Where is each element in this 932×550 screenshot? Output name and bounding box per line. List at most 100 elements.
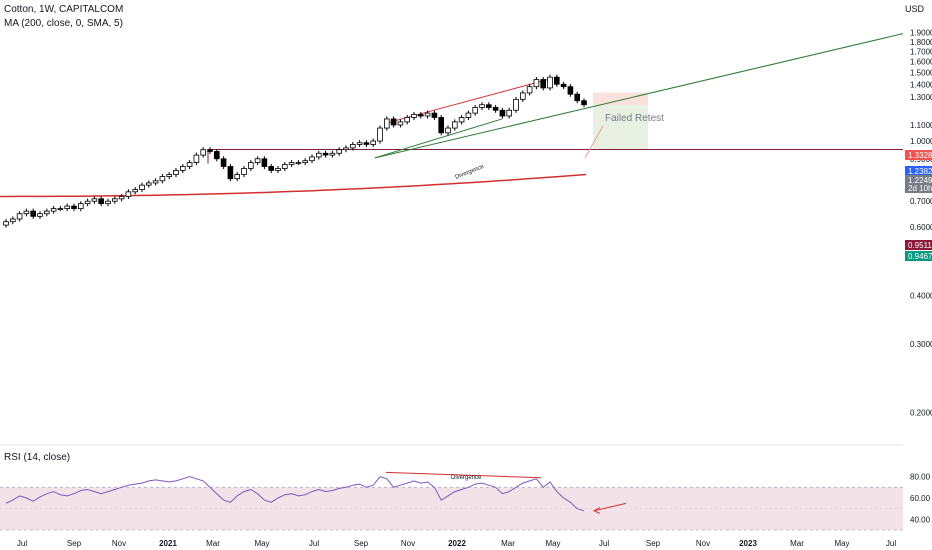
candle-body (98, 198, 105, 205)
candle (139, 182, 145, 193)
candle (207, 147, 213, 155)
candle-body (411, 114, 417, 118)
candle-body (485, 104, 492, 108)
candle-body (458, 117, 465, 123)
candle-body (390, 118, 397, 126)
moving-average (0, 173, 587, 198)
candle (554, 74, 560, 87)
candle (200, 147, 207, 158)
candle (499, 107, 506, 119)
candle-body (281, 164, 288, 169)
candle (424, 110, 431, 119)
candle-body (431, 112, 438, 118)
candle-body (166, 174, 173, 177)
candle (574, 91, 580, 104)
time-tick-label: Jul (309, 539, 319, 548)
rsi-tick-label: 80.00 (910, 473, 931, 482)
candle (363, 140, 370, 147)
time-tick-label: Mar (206, 539, 220, 548)
candle (295, 160, 302, 166)
price-badge-bg (905, 251, 932, 261)
candle (458, 114, 465, 125)
price-badge-value: 1.3328 (908, 151, 932, 160)
candle (377, 125, 383, 144)
candle-body (574, 93, 580, 102)
candle (132, 187, 139, 195)
candle (411, 112, 417, 120)
time-tick-label: Nov (696, 539, 710, 548)
price-badge: 2d 10h (905, 183, 932, 193)
candle (472, 104, 478, 116)
rsi-plot (0, 471, 903, 531)
chart-title: Cotton, 1W, CAPITALCOM (4, 4, 124, 15)
time-tick-label: 2022 (448, 539, 466, 548)
divergence-label-rsi: Divergence (451, 475, 482, 481)
candle (281, 162, 288, 172)
time-tick-label: Nov (401, 539, 415, 548)
candle-body (64, 205, 71, 210)
time-tick-label: May (834, 539, 849, 548)
candle (125, 189, 132, 200)
ma-legend: MA (200, close, 0, SMA, 5) (4, 18, 123, 29)
candle (383, 116, 390, 131)
candle (30, 208, 36, 219)
candle-body (105, 200, 111, 205)
candle-body (3, 221, 9, 226)
candle (451, 119, 458, 131)
candle (390, 116, 397, 128)
candle-body (152, 180, 159, 184)
candle (288, 160, 295, 168)
time-tick-label: Sep (646, 539, 661, 548)
failed-retest-pointer (584, 125, 604, 159)
candle-body (302, 160, 308, 163)
candle (485, 102, 492, 111)
candle-body (315, 152, 322, 158)
candle (268, 163, 274, 173)
candle-body (547, 76, 553, 89)
candle-body (193, 154, 200, 163)
candles (3, 74, 587, 228)
rsi-divergence-line (385, 471, 542, 479)
channel-support-line (374, 33, 904, 159)
candle (370, 138, 376, 147)
price-tick-label: 0.2000 (910, 409, 932, 418)
candle (417, 112, 424, 119)
time-tick-label: 2023 (739, 539, 757, 548)
candle-body (309, 156, 315, 162)
candle (540, 76, 546, 91)
candle (118, 193, 125, 202)
candle-body (200, 149, 207, 156)
candle-body (84, 200, 91, 205)
price-badge: 1.2382 (905, 166, 932, 176)
candle-body (78, 203, 84, 210)
candle (247, 160, 254, 172)
candle-body (44, 210, 50, 215)
candle-body (288, 162, 295, 165)
price-badge-value: 0.9511 (908, 241, 932, 250)
candle-body (417, 114, 424, 117)
price-badge-bg (905, 175, 932, 185)
candle (520, 90, 526, 102)
time-tick-label: Mar (501, 539, 515, 548)
candle-body (139, 184, 145, 190)
candle (349, 141, 356, 151)
candle (193, 152, 200, 166)
candle (179, 163, 186, 173)
take-profit-zone (593, 104, 648, 150)
price-tick-label: 1.1000 (910, 121, 932, 130)
candle (105, 198, 111, 207)
candle (112, 196, 118, 204)
price-badge-bg (905, 183, 932, 193)
candle-body (363, 142, 370, 145)
candle-body (499, 109, 506, 117)
candle-body (520, 92, 526, 100)
time-tick-label: May (254, 539, 269, 548)
candle (315, 150, 322, 160)
candle (581, 98, 587, 108)
time-tick-label: Jul (17, 539, 27, 548)
